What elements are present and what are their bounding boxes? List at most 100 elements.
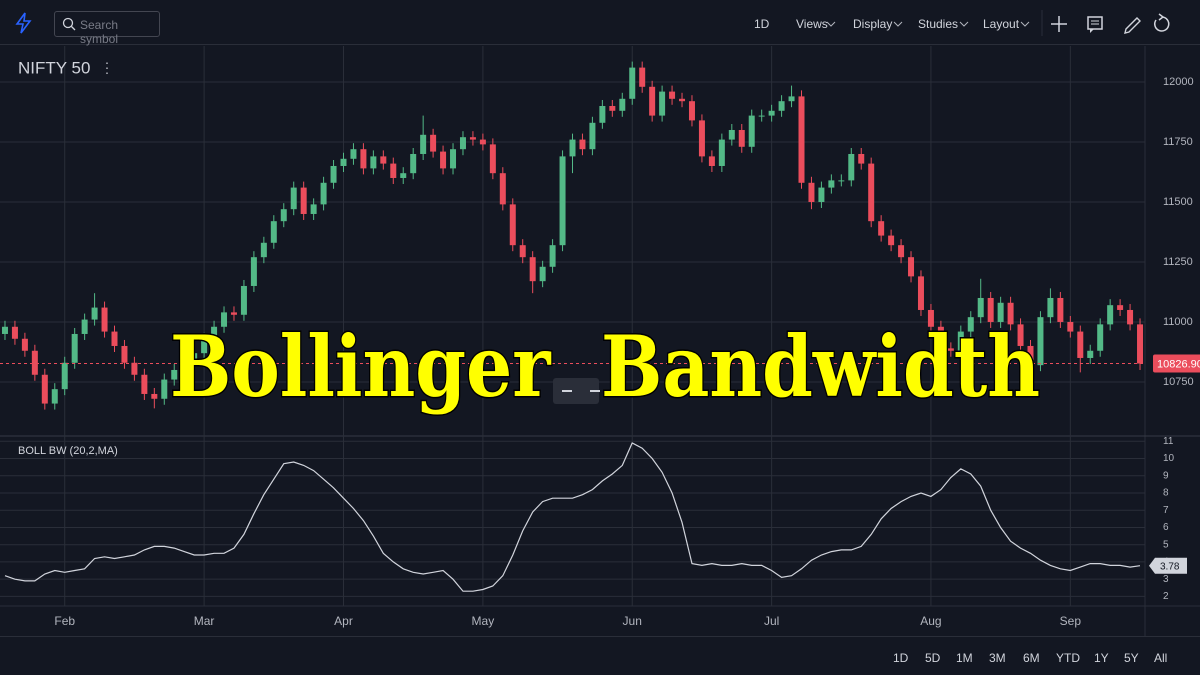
candle-body — [539, 266, 546, 282]
notes-icon[interactable] — [1087, 16, 1103, 33]
candle-body — [1067, 321, 1074, 332]
last-value-label: 3.78 — [1160, 561, 1180, 572]
candle-body — [340, 158, 347, 166]
candle-body — [400, 173, 407, 178]
candle-body — [410, 153, 417, 174]
candle-body — [330, 165, 337, 183]
candle-body — [1137, 324, 1144, 364]
candle-body — [499, 173, 506, 205]
candle-body — [688, 101, 695, 121]
candle-body — [181, 362, 188, 370]
chevron — [1020, 21, 1030, 27]
candle-body — [1027, 345, 1034, 366]
candle-body — [1037, 317, 1044, 366]
y-tick-label: 11000 — [1163, 316, 1193, 328]
candle-body — [529, 257, 536, 282]
add-icon[interactable] — [1051, 16, 1067, 32]
chevron-path — [826, 21, 836, 27]
bw-line — [4, 442, 1141, 592]
menu-button[interactable]: Views — [796, 17, 828, 31]
y-tick-label: 9 — [1163, 470, 1169, 481]
candle-body — [738, 129, 745, 147]
timeframe-button[interactable]: 1M — [956, 651, 973, 665]
candle-body — [808, 182, 815, 202]
timeframe-button[interactable]: 6M — [1023, 651, 1040, 665]
search-box[interactable]: Search symbol — [54, 11, 160, 46]
pane-title: NIFTY 50 — [18, 58, 90, 77]
candle-body — [599, 105, 606, 123]
candle-body — [380, 156, 387, 164]
timeframe-button[interactable]: 1D — [893, 651, 909, 665]
candle-body — [778, 101, 785, 111]
timeframe-button[interactable]: All — [1154, 651, 1168, 665]
candle-body — [669, 91, 676, 99]
candle-body — [609, 105, 616, 111]
candle-body — [679, 98, 686, 102]
candle-body — [659, 91, 666, 116]
candle-body — [1117, 305, 1124, 310]
candle-body — [21, 338, 28, 351]
timeframe-button[interactable]: 5Y — [1124, 651, 1139, 665]
candle-body — [947, 348, 954, 351]
timeframe-button[interactable]: YTD — [1056, 651, 1080, 665]
candle-body — [280, 209, 287, 222]
candle-body — [300, 187, 307, 214]
candle-body — [1007, 302, 1014, 325]
candle-body — [748, 115, 755, 147]
candle-body — [1107, 305, 1114, 325]
x-tick-label: Apr — [334, 614, 353, 628]
menu-button[interactable]: Studies — [918, 17, 959, 31]
candle-body — [708, 156, 715, 166]
x-tick-label: Feb — [54, 614, 75, 628]
candle-body — [858, 153, 865, 164]
pane-menu: ⋮ — [100, 60, 114, 76]
timeframe-button[interactable]: 5D — [925, 651, 941, 665]
candle-body — [649, 86, 656, 116]
x-tick-label: May — [472, 614, 495, 628]
pane-title: BOLL BW (20,2,MA) — [18, 445, 118, 457]
overlay-title: Bollinger Bandwidth — [170, 317, 1040, 416]
menu-button[interactable]: Display — [853, 17, 893, 31]
candle-body — [878, 221, 885, 236]
search-placeholder: Search symbol — [80, 18, 119, 46]
candle-body — [788, 96, 795, 102]
candle-body — [967, 317, 974, 332]
y-tick-label: 11 — [1163, 436, 1174, 447]
y-tick-label: 5 — [1163, 539, 1169, 550]
y-tick-label: 11250 — [1163, 256, 1193, 268]
candle-body — [868, 163, 875, 222]
x-tick-label: Jun — [623, 614, 642, 628]
candle-body — [430, 134, 437, 152]
candle-body — [450, 149, 457, 169]
y-tick-label: 7 — [1163, 505, 1169, 516]
chevron — [893, 21, 903, 27]
x-tick-label: Mar — [194, 614, 215, 628]
candle-body — [927, 309, 934, 327]
menu-button[interactable]: 1D — [754, 17, 770, 31]
candle-body — [250, 257, 257, 286]
reset-icon[interactable] — [1154, 13, 1170, 32]
y-tick-label: 8 — [1163, 488, 1169, 499]
draw-icon[interactable] — [1124, 17, 1141, 34]
candle-body — [1097, 324, 1104, 351]
timeframe-button[interactable]: 3M — [989, 651, 1006, 665]
candle-body — [698, 120, 705, 157]
candle-body — [240, 285, 247, 315]
candle-body — [728, 129, 735, 140]
candle-body — [320, 182, 327, 205]
candle-body — [828, 180, 835, 188]
candle-body — [798, 96, 805, 183]
chevron-path — [1020, 21, 1030, 27]
toolbar: Search symbol 1D Views Display Studies Layou… — [0, 0, 1200, 46]
candle-body — [81, 319, 88, 334]
chevron — [826, 21, 836, 27]
candle-body — [111, 331, 118, 346]
logo-icon[interactable] — [12, 11, 36, 35]
candle-body — [469, 137, 476, 140]
timeframe-button[interactable]: 1Y — [1094, 651, 1109, 665]
chevron — [959, 21, 969, 27]
menu-button[interactable]: Layout — [983, 17, 1020, 31]
candle-body — [818, 187, 825, 202]
candle-body — [997, 302, 1004, 322]
